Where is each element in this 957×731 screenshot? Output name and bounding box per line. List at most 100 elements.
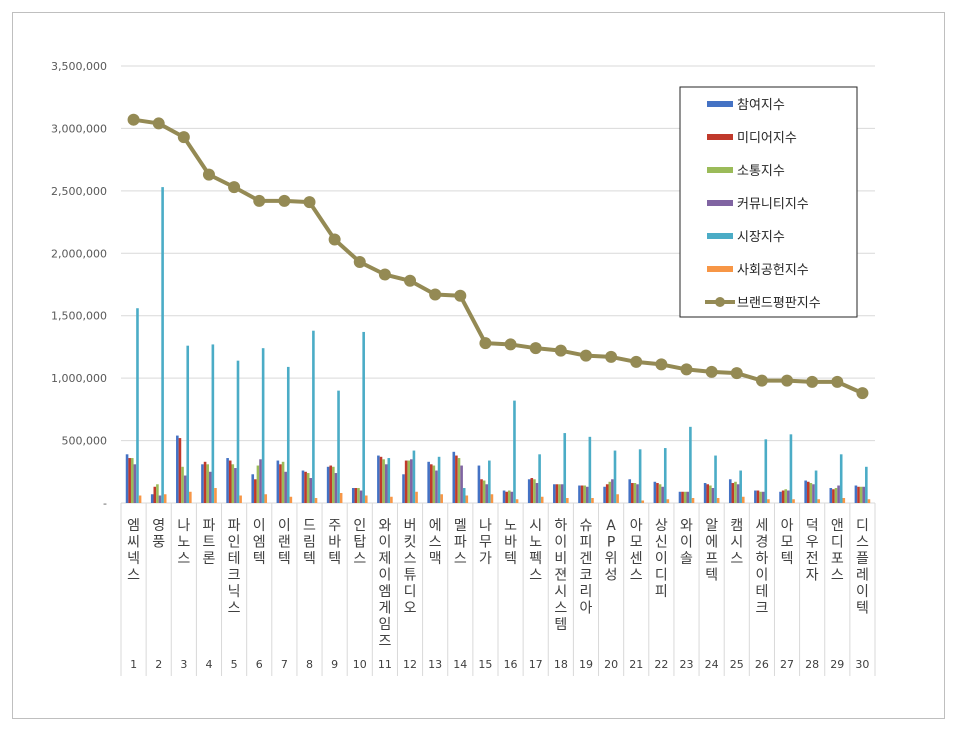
category-rank: 12 [403, 658, 417, 671]
legend-swatch [707, 266, 733, 272]
bar [865, 466, 868, 503]
bar [817, 499, 820, 503]
line-point [303, 196, 316, 209]
category-rank: 14 [453, 658, 467, 671]
bar [804, 480, 807, 503]
bar [490, 494, 494, 503]
bar [809, 483, 813, 503]
bar [482, 480, 486, 503]
bar [806, 481, 810, 503]
bar [176, 435, 179, 503]
bar [505, 491, 508, 503]
line-point [378, 268, 391, 281]
bar [854, 485, 858, 503]
bar [781, 490, 785, 503]
legend-swatch [707, 167, 733, 173]
bar [603, 486, 606, 503]
line-point [177, 131, 190, 144]
bar [377, 455, 380, 503]
bar [714, 455, 717, 503]
bar [837, 485, 840, 503]
bar [156, 484, 159, 503]
bar [437, 456, 441, 503]
bar [666, 499, 670, 503]
bar [533, 479, 536, 503]
legend-label: 시장지수 [737, 230, 785, 245]
category-rank: 28 [805, 658, 819, 671]
category-rank: 30 [855, 658, 869, 671]
line-point [630, 355, 643, 368]
bar [354, 488, 358, 503]
line-point [479, 337, 492, 350]
bar [256, 465, 260, 503]
bar [281, 461, 285, 503]
bar [404, 460, 408, 503]
bar [382, 459, 385, 503]
bar [686, 491, 690, 503]
bar [829, 488, 833, 503]
bar [616, 494, 619, 503]
bar [540, 496, 544, 503]
bar [251, 474, 255, 503]
category-rank: 1 [130, 658, 137, 671]
bar [259, 459, 262, 503]
bar [412, 450, 416, 503]
bar [133, 464, 137, 503]
bar [480, 479, 483, 503]
bar [591, 498, 594, 503]
bar [457, 458, 461, 503]
bar [410, 459, 413, 503]
bar [731, 483, 735, 503]
legend-swatch [707, 134, 733, 140]
bar [407, 460, 411, 503]
bar [566, 498, 569, 503]
line-point [529, 342, 542, 355]
bar [527, 479, 531, 503]
bar [683, 491, 687, 503]
line-point [504, 338, 517, 351]
category-rank: 2 [155, 658, 162, 671]
bar [284, 471, 287, 503]
category-rank: 23 [680, 658, 694, 671]
bar [234, 468, 237, 503]
bar [728, 479, 732, 503]
line-point [806, 375, 819, 388]
bar [183, 475, 187, 503]
line-point [278, 194, 291, 207]
legend-label: 소통지수 [737, 164, 785, 179]
bar [460, 465, 463, 503]
bar [862, 486, 866, 503]
bar [465, 495, 469, 503]
bar [189, 491, 192, 503]
bar [608, 481, 612, 503]
legend-line-marker [715, 297, 725, 307]
bar [711, 488, 715, 503]
bar [462, 488, 466, 503]
bar [289, 496, 293, 503]
category-rank: 15 [478, 658, 492, 671]
bar [716, 498, 720, 503]
category-rank: 17 [529, 658, 543, 671]
bar [578, 485, 581, 503]
line-point [680, 363, 693, 376]
bar [261, 348, 265, 503]
line-point [579, 349, 592, 362]
bar [309, 478, 313, 503]
bar [125, 454, 129, 503]
bar [415, 491, 418, 503]
bar [312, 330, 315, 503]
bar [633, 483, 637, 503]
